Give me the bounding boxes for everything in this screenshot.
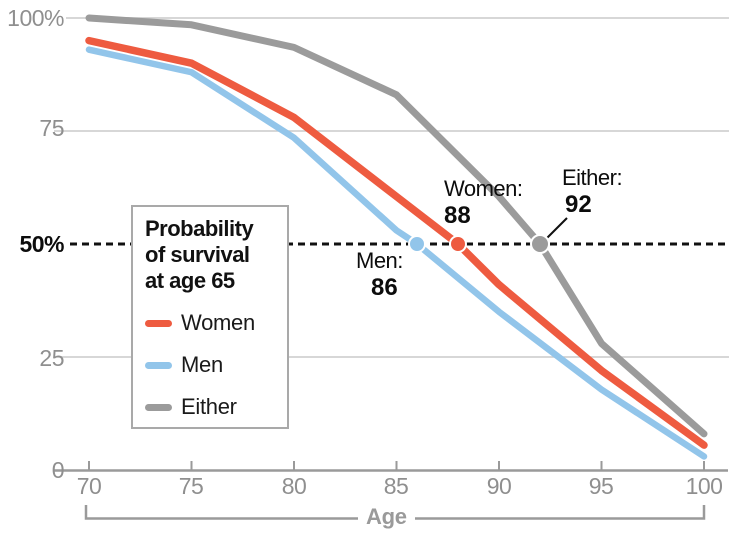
legend-title-line-3: at age 65 (145, 268, 235, 293)
marker-men (408, 235, 426, 253)
either-callout-line (544, 217, 568, 241)
legend-item-women: Women (145, 310, 287, 336)
x-axis-label-80: 80 (281, 473, 307, 499)
annotation-women-value: 88 (444, 202, 471, 229)
annotation-men: Men: 86 (356, 248, 403, 301)
series-line-either (85, 14, 708, 438)
x-axis-label-75: 75 (178, 473, 204, 499)
annotation-women-label: Women: (444, 176, 523, 201)
legend-item-either-label: Either (181, 394, 237, 419)
y-axis-label-50: 50% (19, 231, 64, 257)
x-axis-label-90: 90 (486, 473, 512, 499)
marker-women (449, 235, 467, 253)
y-axis-label-75: 75 (39, 115, 64, 141)
annotation-men-label: Men: (356, 248, 403, 273)
x-axis-title: Age (358, 504, 415, 530)
series-line-women (85, 36, 708, 449)
x-axis-label-70: 70 (76, 473, 102, 499)
y-axis-label-25: 25 (39, 345, 64, 371)
y-axis-label-100: 100% (7, 5, 64, 31)
marker-either (530, 234, 550, 254)
annotation-women: Women: 88 (444, 176, 523, 229)
either-line-swatch-icon (145, 403, 172, 411)
legend-title-line-2: of survival (145, 242, 250, 267)
legend: Probability of survival at age 65 Women … (131, 205, 289, 429)
x-axis-label-100: 100 (685, 473, 723, 499)
y-axis-label-0: 0 (51, 457, 65, 483)
legend-item-men-label: Men (181, 352, 223, 377)
annotation-either: Either: 92 (562, 165, 623, 218)
men-line-swatch-icon (145, 361, 172, 369)
legend-item-either: Either (145, 394, 287, 420)
x-axis-label-85: 85 (383, 473, 409, 499)
annotation-either-value: 92 (565, 191, 592, 218)
annotation-either-label: Either: (562, 165, 623, 190)
legend-item-men: Men (145, 352, 287, 378)
legend-title-line-1: Probability (145, 216, 254, 241)
women-line-swatch-icon (145, 319, 172, 327)
legend-item-women-label: Women (181, 310, 255, 335)
x-axis-label-95: 95 (588, 473, 614, 499)
annotation-men-value: 86 (371, 274, 398, 301)
series-line-men (85, 46, 708, 460)
